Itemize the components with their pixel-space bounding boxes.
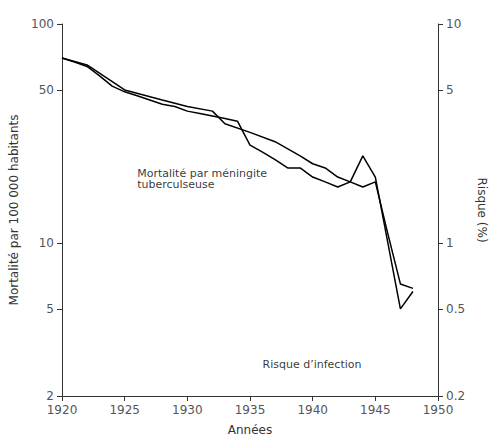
svg-text:Mortalité par méningite: Mortalité par méningite (137, 167, 267, 180)
svg-text:Risque (%): Risque (%) (475, 177, 489, 242)
svg-text:0.5: 0.5 (446, 302, 465, 316)
svg-text:100: 100 (31, 17, 54, 31)
svg-text:1940: 1940 (297, 403, 328, 417)
svg-text:50: 50 (39, 83, 54, 97)
svg-text:5: 5 (46, 302, 54, 316)
svg-text:1925: 1925 (109, 403, 140, 417)
svg-text:5: 5 (446, 83, 454, 97)
svg-text:0.2: 0.2 (446, 389, 465, 403)
svg-text:Mortalité par 100 000 habitant: Mortalité par 100 000 habitants (7, 115, 21, 306)
svg-text:2: 2 (46, 389, 54, 403)
svg-text:10: 10 (446, 17, 461, 31)
svg-text:tuberculseuse: tuberculseuse (137, 178, 215, 191)
svg-text:1: 1 (446, 236, 454, 250)
svg-text:1950: 1950 (423, 403, 454, 417)
svg-text:1935: 1935 (235, 403, 266, 417)
svg-text:10: 10 (39, 236, 54, 250)
svg-text:1930: 1930 (172, 403, 203, 417)
svg-text:Années: Années (228, 423, 272, 437)
svg-text:1945: 1945 (360, 403, 391, 417)
svg-text:Risque d’infection: Risque d’infection (263, 358, 362, 371)
svg-text:1920: 1920 (47, 403, 78, 417)
